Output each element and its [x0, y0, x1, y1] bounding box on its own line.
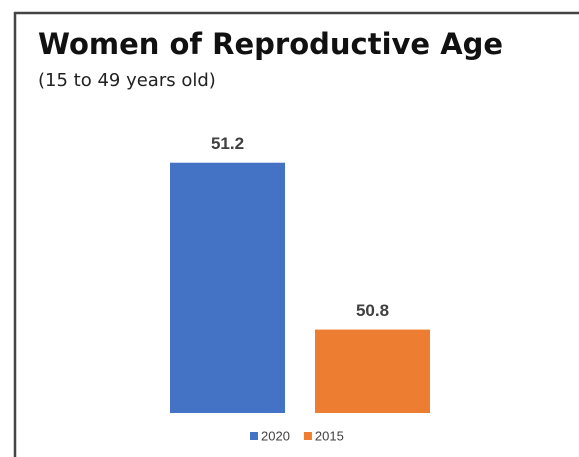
legend-label: 2015	[315, 428, 344, 443]
data-label: 50.8	[356, 301, 389, 320]
bar	[315, 329, 430, 413]
legend-label: 2020	[261, 428, 290, 443]
legend-swatch	[250, 432, 258, 440]
chart-title: Women of Reproductive Age	[38, 27, 503, 61]
legend-swatch	[303, 432, 312, 440]
bar	[170, 162, 285, 413]
data-label: 51.2	[211, 134, 244, 153]
chart-subtitle: (15 to 49 years old)	[38, 70, 216, 91]
